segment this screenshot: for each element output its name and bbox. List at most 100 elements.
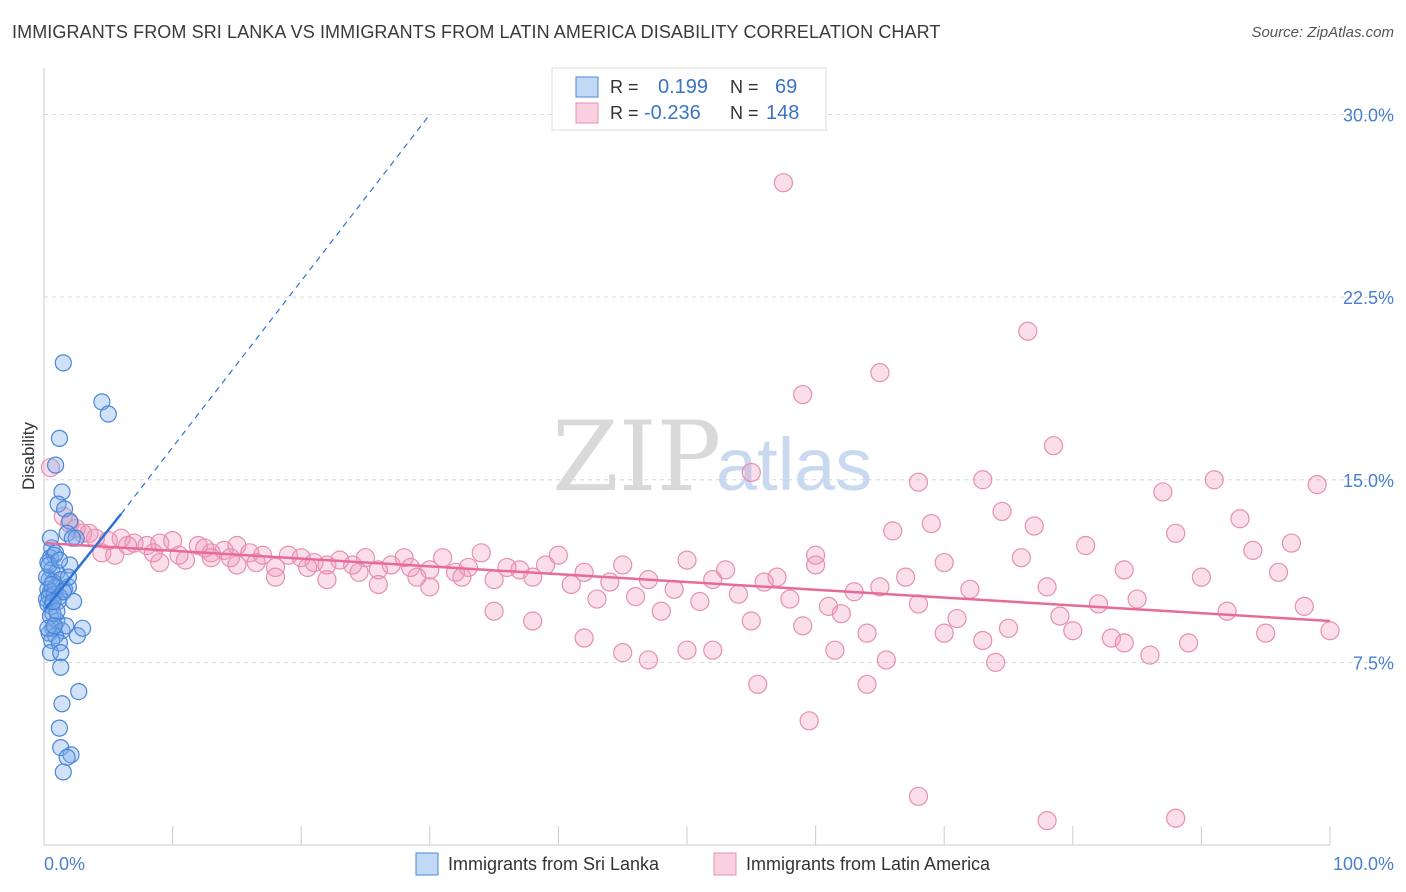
bottom-legend-label-latin-america: Immigrants from Latin America — [746, 854, 991, 874]
data-point-latin-america — [741, 611, 761, 631]
data-point-latin-america — [1294, 596, 1314, 616]
legend-r-label-1: R = — [610, 77, 639, 97]
data-point-latin-america — [1076, 535, 1096, 556]
data-point-latin-america — [934, 623, 954, 643]
data-point-latin-america — [793, 384, 813, 405]
data-point-latin-america — [1204, 470, 1224, 490]
data-point-sri-lanka — [45, 617, 63, 635]
data-point-sri-lanka — [73, 619, 92, 637]
data-point-latin-america — [548, 545, 569, 565]
x-tick-label: 0.0% — [44, 854, 85, 874]
data-point-latin-america — [265, 557, 286, 578]
data-point-latin-america — [748, 674, 768, 694]
data-point-latin-america — [1230, 509, 1250, 529]
data-point-latin-america — [876, 650, 896, 670]
data-point-latin-america — [690, 591, 710, 612]
legend-n-value-2: 148 — [766, 102, 799, 124]
legend-r-value-2: -0.236 — [644, 102, 701, 124]
data-point-latin-america — [574, 628, 594, 648]
data-point-latin-america — [523, 611, 543, 631]
data-point-latin-america — [677, 640, 697, 660]
y-axis-label: Disability — [19, 421, 38, 490]
data-point-latin-america — [896, 567, 916, 587]
data-point-latin-america — [921, 513, 941, 534]
data-point-latin-america — [613, 555, 633, 575]
data-point-latin-america — [1127, 589, 1147, 609]
data-point-latin-america — [703, 640, 723, 660]
data-point-latin-america — [420, 577, 440, 597]
data-point-latin-america — [150, 552, 170, 573]
trend-lines — [44, 114, 1331, 623]
data-point-latin-america — [227, 555, 247, 575]
data-point-sri-lanka — [46, 456, 65, 474]
data-point-sri-lanka — [58, 748, 76, 766]
data-point-sri-lanka — [54, 354, 72, 372]
data-point-latin-america — [651, 601, 671, 621]
data-point-latin-america — [1243, 540, 1263, 560]
legend-n-label-2: N = — [730, 103, 759, 123]
data-point-latin-america — [986, 652, 1006, 672]
data-point-latin-america — [1191, 567, 1212, 587]
data-point-latin-america — [220, 548, 241, 568]
data-point-latin-america — [664, 579, 684, 599]
data-point-latin-america — [349, 562, 369, 582]
data-point-latin-america — [574, 562, 594, 582]
bottom-legend-label-sri-lanka: Immigrants from Sri Lanka — [448, 854, 660, 874]
data-point-sri-lanka — [54, 763, 72, 781]
data-point-latin-america — [1320, 621, 1340, 641]
data-point-latin-america — [883, 521, 903, 541]
data-point-latin-america — [857, 623, 877, 643]
data-point-latin-america — [1024, 516, 1044, 536]
y-tick-label: 7.5% — [1353, 653, 1394, 673]
data-point-latin-america — [1037, 577, 1057, 597]
data-point-latin-america — [400, 557, 421, 578]
data-point-latin-america — [805, 555, 826, 575]
data-point-latin-america — [741, 462, 761, 483]
data-point-latin-america — [1114, 560, 1134, 580]
legend-stats: R = 0.199 N = 69 R = -0.236 N = 148 — [551, 67, 827, 131]
data-point-latin-america — [799, 711, 819, 731]
data-point-latin-america — [105, 545, 125, 565]
data-point-latin-america — [857, 674, 877, 694]
data-point-latin-america — [143, 543, 163, 563]
data-point-latin-america — [1256, 623, 1276, 643]
data-point-latin-america — [1166, 808, 1186, 828]
data-point-latin-america — [1043, 436, 1064, 456]
data-point-latin-america — [1268, 562, 1289, 582]
data-point-latin-america — [773, 173, 794, 193]
data-point-latin-america — [908, 472, 929, 492]
data-point-sri-lanka — [70, 682, 88, 701]
data-point-latin-america — [625, 587, 646, 607]
data-point-sri-lanka — [50, 551, 69, 569]
data-point-latin-america — [1050, 606, 1070, 626]
data-point-latin-america — [998, 618, 1019, 638]
data-point-latin-america — [638, 650, 659, 670]
legend-swatch-latin-america — [575, 102, 599, 124]
data-point-latin-america — [317, 569, 337, 590]
data-point-latin-america — [433, 548, 453, 568]
legend-r-label-2: R = — [610, 103, 639, 123]
data-point-latin-america — [1011, 548, 1031, 568]
data-point-latin-america — [394, 548, 414, 568]
data-point-latin-america — [1153, 482, 1173, 502]
data-point-latin-america — [992, 501, 1012, 522]
watermark: ZIP atlas — [552, 401, 872, 513]
data-point-latin-america — [677, 550, 697, 570]
series-latin-america-points — [40, 173, 1340, 831]
data-point-latin-america — [1281, 533, 1302, 553]
trend-line-sri-lanka-extension — [120, 114, 431, 515]
data-point-latin-america — [117, 535, 138, 556]
data-point-sri-lanka — [53, 695, 71, 713]
trend-line-latin-america — [45, 541, 1331, 623]
data-point-latin-america — [831, 604, 851, 624]
data-point-sri-lanka — [61, 556, 79, 574]
data-point-latin-america — [973, 630, 993, 651]
data-point-sri-lanka — [58, 524, 76, 542]
legend-swatch-sri-lanka — [575, 76, 599, 98]
data-point-sri-lanka — [52, 658, 70, 676]
data-point-sri-lanka — [67, 529, 85, 547]
data-point-latin-america — [1307, 475, 1327, 495]
source-credit: Source: ZipAtlas.com — [1251, 24, 1394, 41]
trend-line-sri-lanka — [44, 513, 123, 610]
